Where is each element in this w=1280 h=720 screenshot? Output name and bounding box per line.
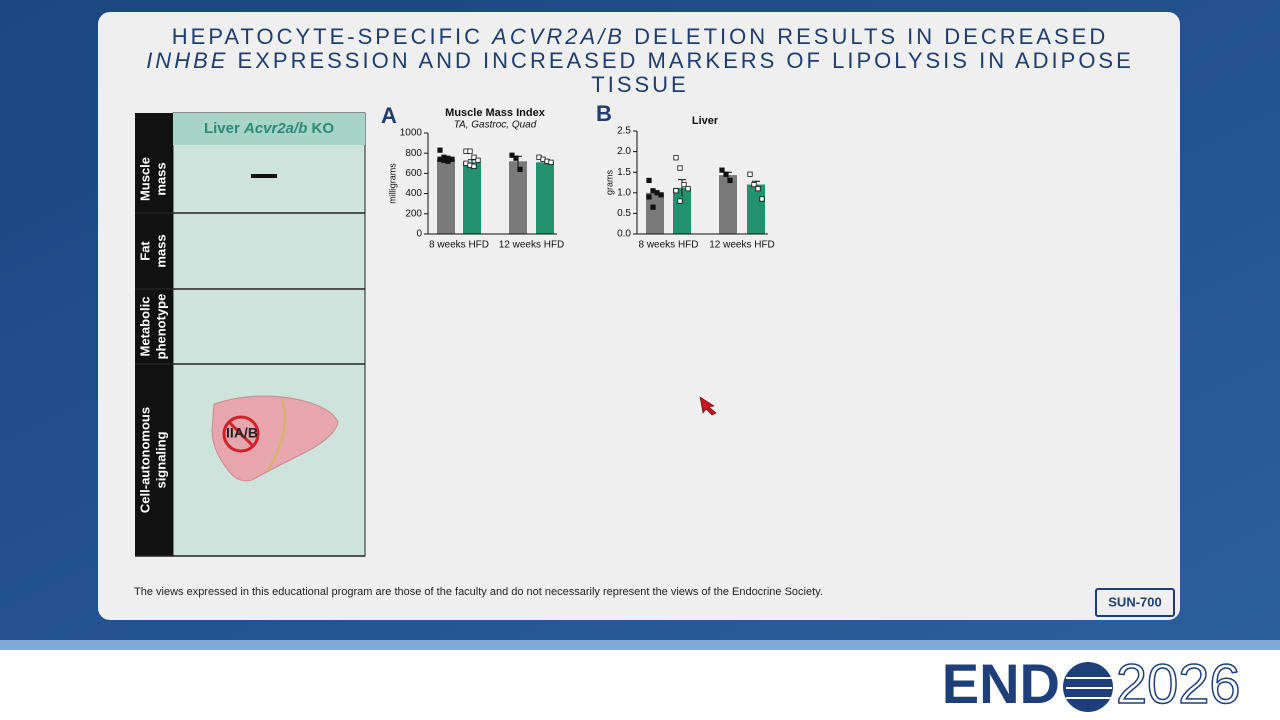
data-point (471, 163, 477, 169)
data-point (673, 155, 679, 161)
data-point (681, 181, 687, 188)
bar (437, 159, 455, 234)
row-label: mass (153, 162, 168, 195)
y-axis-label: milligrams (387, 163, 397, 204)
x-tick-label: 8 weeks HFD (638, 240, 698, 251)
dash-indicator (251, 174, 277, 178)
label-column (135, 113, 173, 556)
chart-title: Muscle Mass Index (445, 107, 546, 119)
y-tick-label: 1.0 (617, 187, 631, 198)
x-tick-label: 8 weeks HFD (429, 240, 489, 251)
title-part: HEPATOCYTE-SPECIFIC (172, 24, 492, 49)
y-tick-label: 800 (405, 148, 422, 159)
data-point (467, 148, 473, 154)
row-label: Cell-autonomous (137, 407, 152, 513)
data-point (658, 192, 664, 198)
table-header-bg (173, 113, 365, 145)
row-label: Fat (137, 241, 152, 261)
data-point (471, 154, 477, 160)
header-part: Liver (204, 120, 244, 137)
row-label: Muscle (137, 157, 152, 201)
liver-lobe-line (267, 399, 286, 471)
data-point (723, 171, 729, 177)
data-point (677, 165, 683, 171)
data-point (677, 198, 683, 204)
bar (646, 192, 664, 234)
title-line: TISSUE (591, 72, 688, 97)
bar (719, 175, 737, 234)
y-tick-label: 1000 (400, 128, 423, 139)
logo-left: END (942, 652, 1060, 715)
title-part: ACVR2A/B (490, 24, 625, 49)
no-symbol (222, 415, 260, 453)
data-point (650, 204, 656, 210)
chart-title: Liver (692, 115, 719, 127)
data-point (646, 194, 652, 200)
data-point (747, 171, 753, 177)
table-header: Liver Acvr2a/b KO (204, 120, 334, 137)
poster-id: SUN-700 (1108, 594, 1161, 609)
bar (747, 184, 765, 234)
data-point (727, 177, 733, 184)
y-tick-label: 2.0 (617, 146, 631, 157)
disclaimer: The views expressed in this educational … (134, 586, 823, 598)
title-part: EXPRESSION AND INCREASED MARKERS OF LIPO… (228, 48, 1133, 73)
data-point (751, 181, 757, 188)
row-label: signaling (153, 431, 168, 488)
data-point (719, 167, 725, 173)
panel-letter: B (596, 101, 612, 126)
y-axis-label: grams (604, 170, 614, 196)
data-point (437, 147, 443, 153)
table-bg (172, 112, 366, 557)
data-point (755, 186, 761, 192)
panel-letter: A (381, 103, 397, 128)
y-tick-label: 400 (405, 188, 422, 199)
row-label: mass (153, 234, 168, 267)
data-point (673, 188, 679, 194)
bar (463, 162, 481, 234)
y-tick-label: 0 (416, 229, 422, 240)
title-part: DELETION RESULTS IN DECREASED (625, 24, 1108, 49)
y-tick-label: 0.5 (617, 208, 631, 219)
cursor (699, 396, 717, 416)
data-point (759, 196, 765, 202)
data-point (548, 159, 554, 165)
chart-subtitle: TA, Gastroc, Quad (454, 120, 537, 131)
title-part: INHBE (146, 48, 228, 73)
icon-label: IIA/B (226, 425, 258, 441)
data-point (445, 158, 451, 164)
bar (509, 161, 527, 234)
poster-id-box (1095, 588, 1175, 617)
data-point (475, 157, 481, 163)
x-tick-label: 12 weeks HFD (709, 240, 775, 251)
title-line: INHBE EXPRESSION AND INCREASED MARKERS O… (146, 48, 1134, 73)
y-tick-label: 2.5 (617, 126, 631, 137)
header-part: KO (307, 120, 334, 137)
data-point (517, 166, 523, 172)
data-point (509, 152, 515, 158)
title-line: HEPATOCYTE-SPECIFIC ACVR2A/B DELETION RE… (172, 24, 1108, 49)
bar (536, 162, 554, 234)
slide-panel (98, 12, 1180, 620)
data-point (513, 155, 519, 161)
data-point (646, 177, 652, 184)
y-tick-label: 600 (405, 168, 422, 179)
logo-right: 2026 (1116, 652, 1241, 715)
stripe (0, 640, 1280, 650)
y-tick-label: 0.0 (617, 229, 631, 240)
no-slash (227, 420, 255, 448)
header-part: Acvr2a/b (243, 120, 307, 137)
y-tick-label: 200 (405, 208, 422, 219)
row-label: Metabolic (137, 297, 152, 357)
x-tick-label: 12 weeks HFD (499, 240, 565, 251)
data-point (685, 186, 691, 192)
title-part: TISSUE (591, 72, 688, 97)
row-label: phenotype (153, 294, 168, 360)
y-tick-label: 1.5 (617, 167, 631, 178)
